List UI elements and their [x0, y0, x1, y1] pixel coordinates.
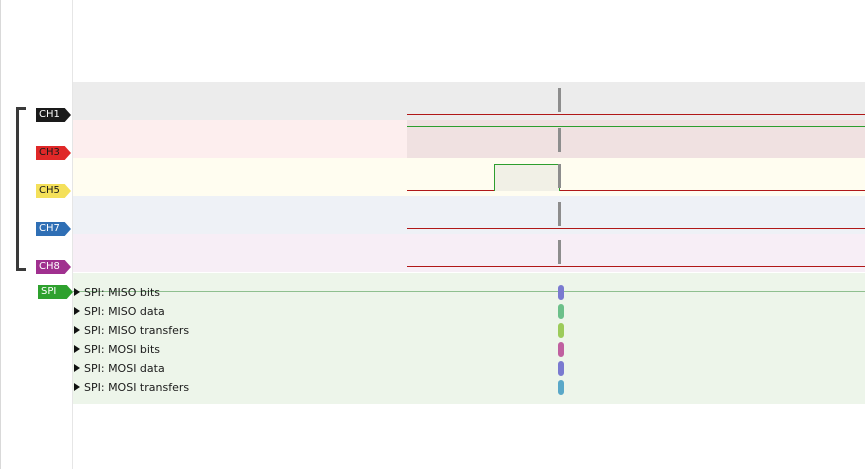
cursor-marker[interactable] [558, 240, 561, 264]
expand-arrow-icon[interactable] [74, 364, 80, 372]
expand-arrow-icon[interactable] [74, 383, 80, 391]
channel-group-bracket[interactable] [16, 107, 26, 271]
decoder-row[interactable]: SPI: MISO data [74, 303, 165, 319]
annotation-marker[interactable] [558, 285, 564, 300]
decoder-row[interactable]: SPI: MISO bits [74, 284, 160, 300]
expand-arrow-icon[interactable] [74, 307, 80, 315]
decoder-area [73, 273, 865, 404]
decoder-trace [73, 291, 865, 292]
channel-tag-ch5[interactable]: CH5 [36, 184, 71, 198]
region-ch7 [407, 196, 865, 234]
decoder-row[interactable]: SPI: MOSI transfers [74, 379, 189, 395]
channel-tag-ch8[interactable]: CH8 [36, 260, 71, 274]
decoder-row-label: SPI: MOSI transfers [84, 380, 190, 394]
region-ch8 [407, 234, 865, 272]
expand-arrow-icon[interactable] [74, 288, 80, 296]
trace-ch3 [407, 126, 865, 127]
cursor-marker[interactable] [558, 164, 561, 188]
annotation-marker[interactable] [558, 304, 564, 319]
header-divider [72, 0, 73, 469]
trace-ch1 [407, 114, 865, 115]
trace-ch7 [407, 228, 865, 229]
cursor-marker[interactable] [558, 202, 561, 226]
left-border [0, 0, 1, 469]
annotation-marker[interactable] [558, 380, 564, 395]
decoder-row[interactable]: SPI: MOSI data [74, 360, 165, 376]
decoder-row[interactable]: SPI: MOSI bits [74, 341, 160, 357]
expand-arrow-icon[interactable] [74, 345, 80, 353]
channel-tag-ch1[interactable]: CH1 [36, 108, 71, 122]
pulse-ch5 [494, 164, 560, 191]
channel-tag-ch3[interactable]: CH3 [36, 146, 71, 160]
decoder-row-label: SPI: MISO transfers [84, 323, 190, 337]
cursor-marker[interactable] [558, 128, 561, 152]
trace-ch5 [407, 190, 865, 191]
region-ch5 [407, 158, 865, 196]
decoder-row-label: SPI: MISO bits [84, 285, 161, 299]
decoder-tag-spi[interactable]: SPI [38, 285, 73, 299]
decoder-row-label: SPI: MOSI bits [84, 342, 161, 356]
region-ch1 [407, 82, 865, 120]
cursor-marker[interactable] [558, 88, 561, 112]
decoder-row[interactable]: SPI: MISO transfers [74, 322, 189, 338]
expand-arrow-icon[interactable] [74, 326, 80, 334]
annotation-marker[interactable] [558, 342, 564, 357]
decoder-row-label: SPI: MISO data [84, 304, 165, 318]
annotation-marker[interactable] [558, 361, 564, 376]
trace-ch8 [407, 266, 865, 267]
channel-tag-ch7[interactable]: CH7 [36, 222, 71, 236]
annotation-marker[interactable] [558, 323, 564, 338]
decoder-row-label: SPI: MOSI data [84, 361, 165, 375]
